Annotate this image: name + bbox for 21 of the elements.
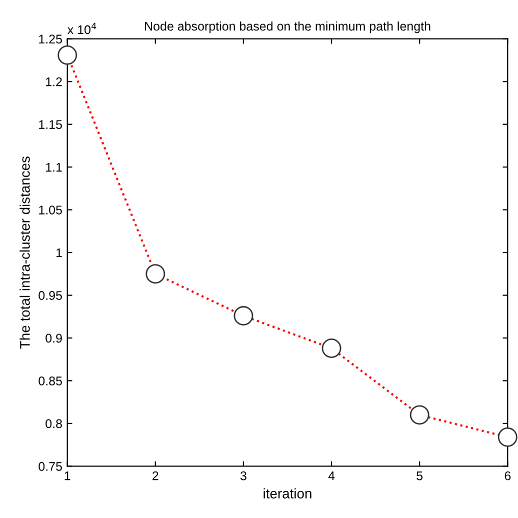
x-tick-label: 2 <box>152 471 158 480</box>
y-axis-title: The total intra-cluster distances <box>20 156 30 349</box>
x-tick-label: 4 <box>328 472 335 480</box>
y-tick-label: 0.8 <box>46 419 62 428</box>
x-tick-label: 3 <box>240 471 246 480</box>
y-tick-label: 1.05 <box>39 206 62 214</box>
y-tick-label: 0.85 <box>38 376 62 386</box>
y-tick-label: 1 <box>56 248 62 258</box>
y-tick-label: 1.1 <box>46 162 62 172</box>
x-axis-title: iteration <box>264 488 312 498</box>
chart-title: Node absorption based on the minimum path length <box>145 21 430 34</box>
y-tick-label: 1.2 <box>46 77 62 86</box>
x-tick-label: 5 <box>416 472 423 480</box>
y-tick-label: 1.15 <box>39 120 62 129</box>
y-tick-label: 0.95 <box>38 291 62 300</box>
x-tick-label: 1 <box>64 472 70 480</box>
y-tick-label: 0.75 <box>38 462 62 471</box>
y-tick-label: 0.9 <box>46 334 62 343</box>
text: x 10$^{4}$ <box>67 22 96 34</box>
x-tick-label: 6 <box>504 471 511 480</box>
y-tick-label: 1.25 <box>39 34 62 44</box>
